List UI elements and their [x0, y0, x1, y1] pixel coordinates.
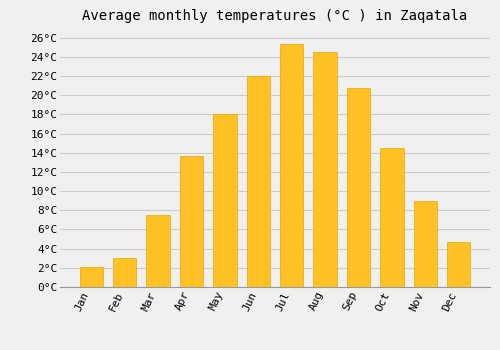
Bar	[180, 156, 203, 287]
Bar	[380, 148, 404, 287]
Bar	[314, 52, 337, 287]
Bar	[347, 89, 370, 287]
Bar	[213, 114, 236, 287]
Bar	[414, 201, 437, 287]
Bar	[113, 258, 136, 287]
Bar	[447, 242, 470, 287]
Bar	[280, 44, 303, 287]
Bar	[146, 215, 170, 287]
Bar	[246, 76, 270, 287]
Title: Average monthly temperatures (°C ) in Zaqatala: Average monthly temperatures (°C ) in Za…	[82, 9, 468, 23]
Bar	[80, 267, 103, 287]
